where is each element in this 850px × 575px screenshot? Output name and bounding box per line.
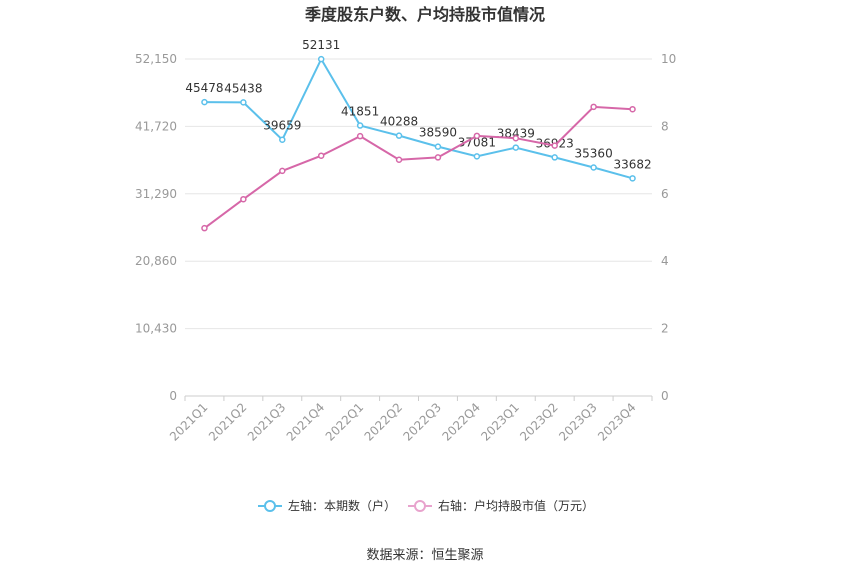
- data-point[interactable]: [512, 134, 520, 142]
- legend-marker-left: [264, 500, 276, 512]
- x-tick-label: 2023Q2: [517, 400, 561, 444]
- legend[interactable]: 左轴：本期数（户） 右轴：户均持股市值（万元）: [258, 498, 594, 513]
- left-tick-label: 20,860: [135, 254, 177, 268]
- right-tick-label: 10: [661, 52, 676, 66]
- right-tick-label: 6: [661, 187, 669, 201]
- series-line-1: [203, 105, 633, 229]
- source-text: 数据来源：恒生聚源: [366, 548, 483, 563]
- x-tick-label: 2021Q1: [167, 400, 211, 444]
- data-point[interactable]: [201, 98, 208, 106]
- legend-label-right: 右轴：户均持股市值（万元）: [438, 498, 594, 513]
- data-point[interactable]: [240, 99, 247, 106]
- data-point[interactable]: [279, 167, 286, 175]
- legend-marker-right: [414, 500, 426, 512]
- legend-item-right[interactable]: 右轴：户均持股市值（万元）: [408, 498, 594, 513]
- left-tick-label: 31,290: [135, 187, 177, 201]
- data-point[interactable]: [629, 175, 636, 182]
- right-tick-label: 8: [661, 119, 669, 133]
- data-point[interactable]: [240, 195, 247, 203]
- x-tick-label: 2023Q3: [556, 400, 600, 444]
- data-point[interactable]: [317, 152, 325, 159]
- data-label: 33682: [613, 157, 651, 171]
- data-label: 45478: [185, 81, 223, 95]
- x-tick-label: 2022Q2: [362, 400, 406, 444]
- left-tick-label: 52,150: [135, 52, 177, 66]
- data-point[interactable]: [356, 132, 364, 140]
- data-label: 45438: [224, 81, 262, 95]
- x-axis: 2021Q12021Q22021Q32021Q42022Q12022Q22022…: [167, 396, 653, 444]
- data-point[interactable]: [395, 156, 403, 164]
- series-layer: 45478 45438 39659 52131 41851402883859037081…: [185, 38, 652, 232]
- x-tick-label: 2021Q2: [206, 400, 250, 444]
- x-tick-label: 2023Q4: [595, 400, 639, 444]
- data-label: 41851: [341, 105, 379, 119]
- x-tick-label: 2022Q1: [323, 400, 367, 444]
- legend-item-left[interactable]: 左轴：本期数（户）: [258, 498, 396, 513]
- right-tick-label: 4: [661, 254, 669, 268]
- data-point[interactable]: [434, 143, 442, 150]
- series-line-0: [204, 56, 633, 180]
- x-tick-label: 2021Q4: [284, 400, 328, 444]
- data-point[interactable]: [395, 132, 403, 139]
- data-point[interactable]: [317, 55, 325, 63]
- x-tick-label: 2022Q4: [439, 400, 483, 444]
- right-axis: 0 2 4 6 8 10: [661, 52, 676, 403]
- data-point[interactable]: [590, 103, 597, 111]
- data-point[interactable]: [551, 154, 558, 161]
- grid: [185, 58, 652, 397]
- chart-title: 季度股东户数、户均持股市值情况: [304, 5, 545, 24]
- data-label: 35360: [575, 146, 613, 160]
- data-label: 52131: [302, 38, 340, 52]
- data-point[interactable]: [473, 153, 481, 160]
- data-point[interactable]: [434, 154, 442, 161]
- data-label: 40288: [380, 115, 418, 129]
- left-tick-label: 41,720: [135, 119, 177, 133]
- right-tick-label: 0: [661, 389, 669, 403]
- left-tick-label: 0: [169, 389, 177, 403]
- data-point[interactable]: [356, 122, 364, 129]
- x-tick-label: 2023Q1: [478, 400, 522, 444]
- left-axis: 0 10,430 20,860 31,290 41,720 52,150: [135, 52, 177, 403]
- data-label: 39659: [263, 119, 301, 133]
- data-point[interactable]: [629, 105, 636, 113]
- data-point[interactable]: [473, 132, 481, 140]
- data-point[interactable]: [512, 144, 520, 151]
- legend-label-left: 左轴：本期数（户）: [288, 498, 396, 513]
- data-label: 37081: [458, 135, 496, 149]
- data-point[interactable]: [201, 224, 208, 232]
- x-tick-label: 2021Q3: [245, 400, 289, 444]
- data-point[interactable]: [279, 136, 286, 143]
- x-tick-label: 2022Q3: [401, 400, 445, 444]
- left-tick-label: 10,430: [135, 322, 177, 336]
- data-point[interactable]: [551, 142, 558, 149]
- data-point[interactable]: [590, 164, 597, 171]
- data-label: 38590: [419, 126, 457, 140]
- right-tick-label: 2: [661, 322, 669, 336]
